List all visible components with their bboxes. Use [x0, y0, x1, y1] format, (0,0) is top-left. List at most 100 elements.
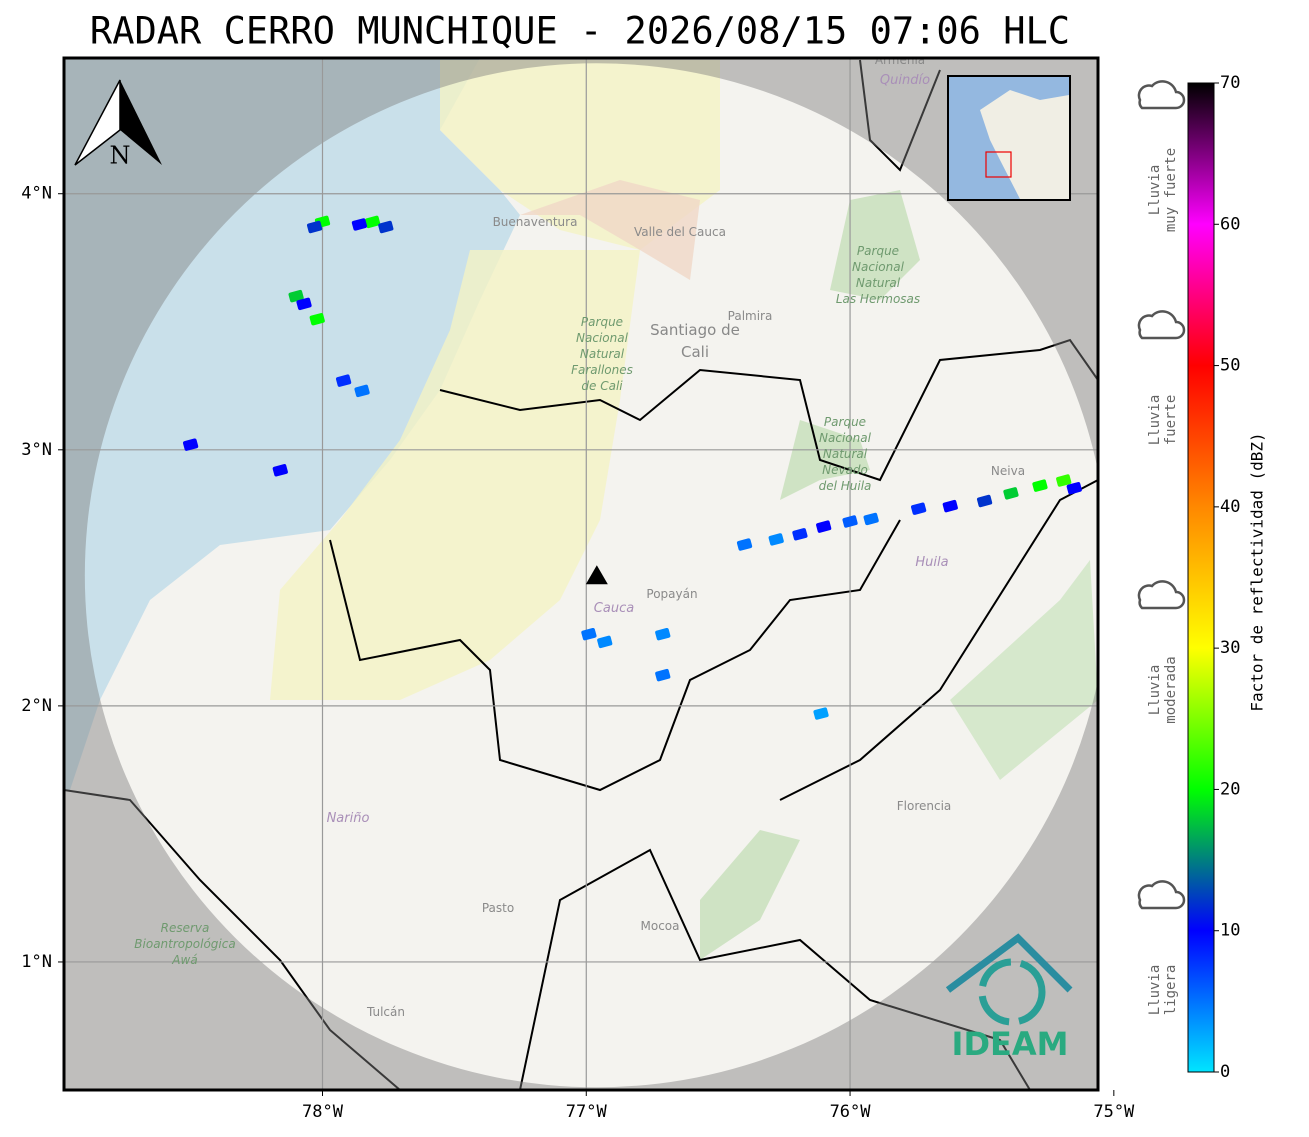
radar-site	[585, 565, 608, 585]
place-label: Nariño	[327, 811, 370, 826]
legend-label: Lluvia	[1147, 965, 1163, 1016]
echo	[863, 512, 879, 526]
echo	[942, 499, 958, 513]
echo	[976, 494, 993, 508]
north-arrow	[120, 80, 162, 165]
y-tick-label: 4°N	[21, 184, 52, 204]
colorbar-tick-label: 70	[1220, 73, 1240, 93]
x-tick-label: 76°W	[830, 1102, 872, 1122]
echo	[597, 635, 613, 649]
place-label: Palmira	[728, 309, 773, 323]
echo	[655, 668, 671, 682]
logo-roof	[945, 933, 1073, 993]
legend-icon	[1137, 310, 1186, 340]
park-area	[830, 190, 920, 300]
place-label: Pasto	[482, 901, 514, 915]
place-label: Santiago de	[650, 321, 740, 339]
border	[859, 59, 941, 172]
place-label: Natural	[580, 347, 625, 361]
echo	[272, 464, 288, 477]
place-label: Armenia	[875, 53, 925, 67]
echo	[378, 220, 394, 234]
echo	[736, 538, 753, 551]
legend-item: Lluvia fuerte	[1137, 310, 1186, 446]
echo	[351, 218, 368, 231]
place-label: Nacional	[852, 260, 905, 274]
legend-item: Lluvia ligera	[1137, 880, 1186, 1016]
x-tick-label: 77°W	[566, 1102, 608, 1122]
place-label: Mocoa	[641, 919, 680, 933]
place-label: Neiva	[991, 464, 1025, 478]
echo	[768, 533, 784, 546]
park-area	[950, 560, 1098, 780]
place-label: Quindío	[880, 73, 930, 88]
colorbar	[1187, 82, 1215, 1073]
legend-icon	[1137, 80, 1186, 110]
echo	[335, 374, 352, 387]
region	[270, 250, 640, 700]
legend-label: Lluvia	[1147, 665, 1163, 716]
place-label: Nacional	[576, 331, 629, 345]
place-label: Parque	[824, 415, 866, 429]
border	[519, 848, 1031, 1090]
place-label: Nevado	[822, 463, 868, 477]
echo	[309, 313, 325, 326]
north-label: N	[110, 142, 131, 170]
legend-label: ligera	[1163, 965, 1179, 1016]
echo	[1032, 479, 1048, 492]
echo	[1066, 482, 1082, 495]
place-label: Las Hermosas	[836, 292, 920, 306]
legend-icon	[1137, 880, 1186, 910]
echo	[911, 502, 927, 515]
colorbar-tick-label: 30	[1220, 638, 1240, 658]
place-label: Natural	[823, 447, 868, 461]
y-tick-label: 3°N	[21, 440, 52, 460]
echo	[1056, 474, 1072, 487]
colorbar-label: Factor de reflectividad (dBZ)	[1248, 432, 1267, 711]
place-label: Tulcán	[366, 1005, 405, 1019]
echo	[288, 289, 304, 303]
place-label: Natural	[856, 276, 901, 290]
place-label: Cali	[681, 343, 709, 361]
park-area	[700, 830, 800, 960]
legend-label: Lluvia	[1147, 395, 1163, 446]
colorbar-tick-label: 10	[1220, 921, 1240, 941]
legend-label: muy fuerte	[1163, 148, 1179, 232]
y-tick-label: 2°N	[21, 696, 52, 716]
x-tick-label: 75°W	[1093, 1102, 1135, 1122]
colorbar-tick-label: 20	[1220, 779, 1240, 799]
place-label: Farallones	[571, 363, 633, 377]
colorbar-tick-label: 0	[1220, 1062, 1230, 1082]
frame	[62, 56, 1100, 1092]
map: Buenaventura Valle del Cauca Palmira San…	[64, 53, 1098, 1090]
border	[329, 519, 901, 792]
colorbar-tick-label: 50	[1220, 356, 1240, 376]
inset-extent	[985, 151, 1012, 178]
place-label: Florencia	[897, 799, 952, 813]
region	[520, 180, 700, 280]
logo-text: IDEAM	[952, 1025, 1069, 1063]
echo	[792, 528, 808, 541]
echo	[183, 438, 199, 451]
border	[64, 789, 401, 1090]
place-label: Cauca	[594, 601, 634, 616]
legend-label: Lluvia	[1147, 165, 1163, 216]
colorbar-tick-label: 60	[1220, 214, 1240, 234]
echo	[296, 297, 312, 311]
echo	[306, 220, 323, 234]
x-tick-label: 78°W	[302, 1102, 344, 1122]
echo	[581, 627, 597, 641]
echo	[354, 384, 370, 398]
legend-label: moderada	[1163, 656, 1179, 723]
echo	[816, 520, 832, 533]
echo	[655, 627, 671, 641]
place-label: Buenaventura	[493, 215, 578, 229]
place-label: Huila	[915, 555, 948, 570]
inset-ocean	[949, 77, 1069, 199]
logo-swirl	[978, 958, 1046, 1026]
place-label: de Cali	[581, 379, 623, 393]
place-label: Reserva	[161, 921, 210, 935]
legend-icon	[1137, 580, 1186, 610]
legend-item: Lluvia moderada	[1137, 580, 1186, 724]
